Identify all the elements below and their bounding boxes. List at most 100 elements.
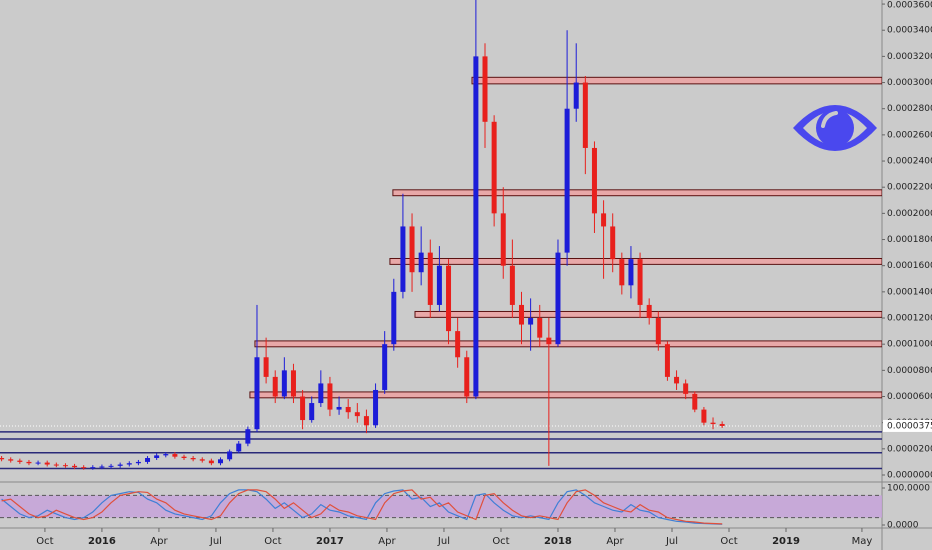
x-tick-label: Jul: [209, 536, 222, 547]
y-tick-label: 0.00024000: [887, 157, 932, 167]
candle-body: [354, 412, 360, 417]
candle-body: [300, 396, 306, 421]
resistance-zone: [254, 340, 882, 348]
candle-body: [637, 259, 643, 305]
candle-body: [564, 108, 570, 253]
x-tick-label: Oct: [36, 536, 53, 547]
y-tick-label: 0.00012000: [887, 314, 932, 324]
eye-icon: [793, 105, 877, 151]
candle-body: [318, 383, 324, 404]
candle-body: [518, 304, 524, 325]
x-tick-label: 2019: [772, 536, 800, 547]
candle-body: [619, 259, 625, 286]
candle-body: [345, 406, 351, 413]
y-tick-label: 0.00016000: [887, 261, 932, 271]
candle-body: [145, 457, 151, 462]
candle-body: [409, 226, 415, 273]
axes: 0.000000000.000020000.000040000.00006000…: [36, 1, 932, 547]
y-tick-label: 0.00032000: [887, 52, 932, 62]
candle-body: [172, 454, 178, 457]
candle-body: [674, 376, 680, 384]
candle-body: [0, 457, 5, 460]
resistance-zone: [392, 189, 882, 197]
candle-body: [8, 459, 14, 461]
candle-body: [26, 461, 32, 464]
y-tick-label: 0.00018000: [887, 235, 932, 245]
x-tick-label: Oct: [264, 536, 281, 547]
candle-body: [236, 443, 242, 452]
x-tick-label: Apr: [606, 536, 624, 547]
candle-body: [482, 56, 488, 122]
y-tick-label: 0.00002000: [887, 444, 932, 454]
candle-body: [90, 467, 96, 469]
candle-body: [473, 56, 479, 397]
candle-body: [546, 337, 552, 345]
candle-body: [62, 465, 68, 467]
candle-body: [436, 265, 442, 305]
candle-body: [336, 406, 342, 410]
x-tick-label: 2017: [316, 536, 344, 547]
candle-body: [573, 82, 579, 109]
y-tick-label: 0.00010000: [887, 340, 932, 350]
y-tick-label: 0.00014000: [887, 287, 932, 297]
candle-body: [327, 383, 333, 410]
candle-body: [254, 357, 260, 430]
y-tick-label: 0.00028000: [887, 104, 932, 114]
candle-body: [601, 213, 607, 227]
candle-body: [208, 460, 214, 464]
candle-body: [363, 416, 369, 426]
candle-body: [290, 370, 296, 397]
candle-body: [135, 461, 141, 464]
y-tick-label: 0.00026000: [887, 130, 932, 140]
candle-body: [81, 467, 87, 469]
y-tick-label: 100.0000: [887, 484, 930, 494]
candle-body: [190, 457, 196, 460]
last-price-box: [883, 419, 932, 432]
resistance-zone: [249, 391, 882, 399]
resistance-zone: [471, 76, 882, 85]
x-tick-label: Jul: [665, 536, 678, 547]
x-tick-label: Apr: [150, 536, 168, 547]
candle-body: [373, 389, 379, 426]
candle-body: [655, 318, 661, 345]
candle-body: [455, 331, 461, 358]
x-tick-label: Jul: [437, 536, 450, 547]
oscillator-pane: [0, 489, 882, 525]
candle-body: [199, 459, 205, 461]
y-tick-label: 0.00022000: [887, 183, 932, 193]
y-tick-label: 0.00008000: [887, 366, 932, 376]
oscillator-band: [0, 495, 882, 518]
candle-body: [218, 459, 223, 464]
x-tick-label: Oct: [492, 536, 509, 547]
resistance-zone: [389, 257, 882, 265]
candle-body: [591, 147, 597, 214]
candle-body: [263, 357, 269, 377]
candle-body: [719, 423, 725, 426]
candle-body: [99, 466, 105, 468]
candle-body: [117, 464, 123, 466]
candle-body: [281, 370, 287, 397]
y-tick-label: 0.00000000: [887, 471, 932, 481]
y-tick-label: 0.00006000: [887, 392, 932, 402]
candle-body: [537, 318, 543, 338]
price-pane: [0, 0, 882, 470]
y-tick-label: 0.00034000: [887, 26, 932, 36]
candle-body: [17, 460, 23, 462]
x-tick-label: May: [852, 536, 873, 547]
candle-body: [35, 462, 41, 464]
candle-body: [427, 252, 433, 305]
candle-body: [628, 259, 634, 286]
y-tick-label: 0.00030000: [887, 78, 932, 88]
candle-body: [701, 409, 707, 423]
candle-body: [692, 393, 698, 410]
candle-body: [382, 344, 388, 390]
candle-body: [72, 465, 78, 468]
candle-body: [400, 226, 406, 292]
candle-body: [446, 265, 452, 332]
candle-body: [126, 463, 132, 465]
y-tick-label: 0.00036000: [887, 1, 932, 11]
x-tick-label: 2018: [544, 536, 572, 547]
candle-body: [418, 252, 424, 273]
